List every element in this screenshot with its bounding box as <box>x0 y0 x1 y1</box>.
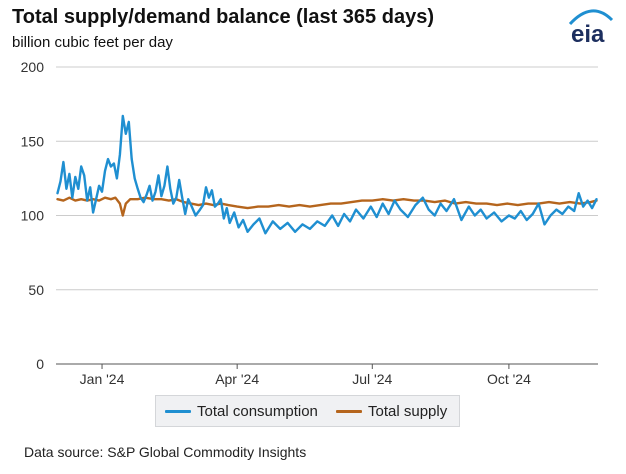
data-source: Data source: S&P Global Commodity Insigh… <box>24 444 307 460</box>
legend-item-consumption[interactable]: Total consumption <box>165 396 318 426</box>
eia-logo-text: eia <box>571 21 605 48</box>
eia-logo-arc <box>568 9 614 26</box>
series-line-total-consumption <box>56 114 598 235</box>
series-lines <box>56 114 598 235</box>
x-tick-label: Jan '24 <box>80 371 125 387</box>
y-tick-label: 0 <box>36 356 44 372</box>
y-tick-label: 150 <box>21 133 45 149</box>
grid-lines <box>56 66 598 291</box>
eia-logo: eia <box>568 9 614 48</box>
legend-swatch-consumption <box>165 409 191 413</box>
x-tick-label: Apr '24 <box>215 371 259 387</box>
legend-swatch-supply <box>336 409 362 413</box>
legend-label-supply: Total supply <box>368 402 448 420</box>
axes: 0 50 100 150 200 Jan '24 Apr '24 Jul '24 Oct '24 <box>21 59 598 387</box>
series-line-total-supply <box>56 196 598 217</box>
y-tick-label: 50 <box>28 282 44 298</box>
legend-item-supply[interactable]: Total supply <box>336 396 447 426</box>
chart-title: Total supply/demand balance (last 365 da… <box>12 6 434 28</box>
x-tick-label: Oct '24 <box>487 371 531 387</box>
y-tick-label: 200 <box>21 59 45 75</box>
legend: Total consumption Total supply <box>155 395 460 427</box>
y-tick-label: 100 <box>21 208 45 224</box>
chart-subtitle: billion cubic feet per day <box>12 34 173 51</box>
x-tick-label: Jul '24 <box>352 371 392 387</box>
legend-label-consumption: Total consumption <box>197 402 318 420</box>
